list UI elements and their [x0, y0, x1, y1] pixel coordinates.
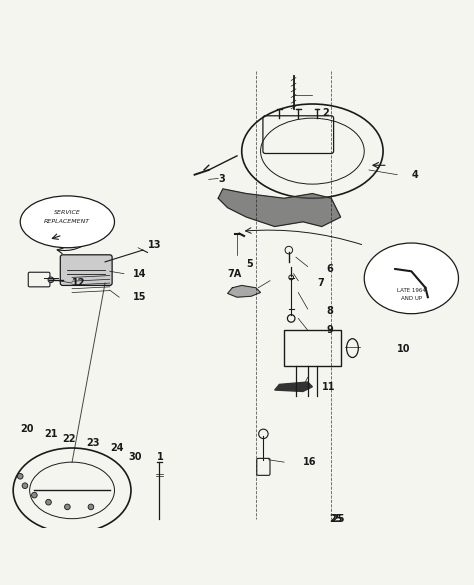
Text: REPLACEMENT: REPLACEMENT	[44, 219, 91, 224]
Text: LATE 1964: LATE 1964	[397, 288, 426, 292]
Polygon shape	[228, 285, 261, 297]
Text: 16: 16	[303, 457, 317, 467]
Text: 5: 5	[246, 259, 253, 269]
Polygon shape	[275, 382, 312, 391]
Text: 12: 12	[72, 278, 86, 288]
Text: 3: 3	[218, 174, 225, 184]
Circle shape	[32, 493, 37, 498]
Text: 25: 25	[331, 514, 345, 524]
Text: 7A: 7A	[228, 269, 242, 278]
Circle shape	[46, 500, 51, 505]
Circle shape	[88, 504, 94, 510]
Ellipse shape	[20, 196, 115, 247]
Text: 22: 22	[63, 433, 76, 443]
Text: SERVICE: SERVICE	[54, 210, 81, 215]
Text: 8: 8	[327, 307, 333, 316]
FancyBboxPatch shape	[60, 255, 112, 285]
Text: 7: 7	[317, 278, 324, 288]
Text: 24: 24	[110, 443, 123, 453]
Circle shape	[18, 473, 23, 479]
Text: 4: 4	[411, 170, 418, 180]
Text: 23: 23	[86, 438, 100, 448]
Text: 30: 30	[128, 452, 142, 462]
Text: 10: 10	[397, 344, 410, 354]
Text: 13: 13	[147, 240, 161, 250]
Polygon shape	[218, 189, 341, 226]
Text: 9: 9	[327, 325, 333, 335]
Circle shape	[64, 504, 70, 510]
Text: 11: 11	[322, 382, 335, 392]
Circle shape	[22, 483, 28, 488]
Text: 25: 25	[329, 514, 343, 524]
Text: 2: 2	[322, 108, 328, 118]
Text: AND UP: AND UP	[401, 295, 422, 301]
Text: 15: 15	[133, 292, 147, 302]
Ellipse shape	[364, 243, 458, 314]
Text: 21: 21	[44, 429, 57, 439]
Circle shape	[48, 277, 54, 283]
Text: 20: 20	[20, 424, 34, 434]
Text: 1: 1	[157, 452, 164, 462]
Text: 14: 14	[133, 269, 147, 278]
Text: 6: 6	[327, 264, 333, 274]
Bar	[284, 330, 341, 366]
